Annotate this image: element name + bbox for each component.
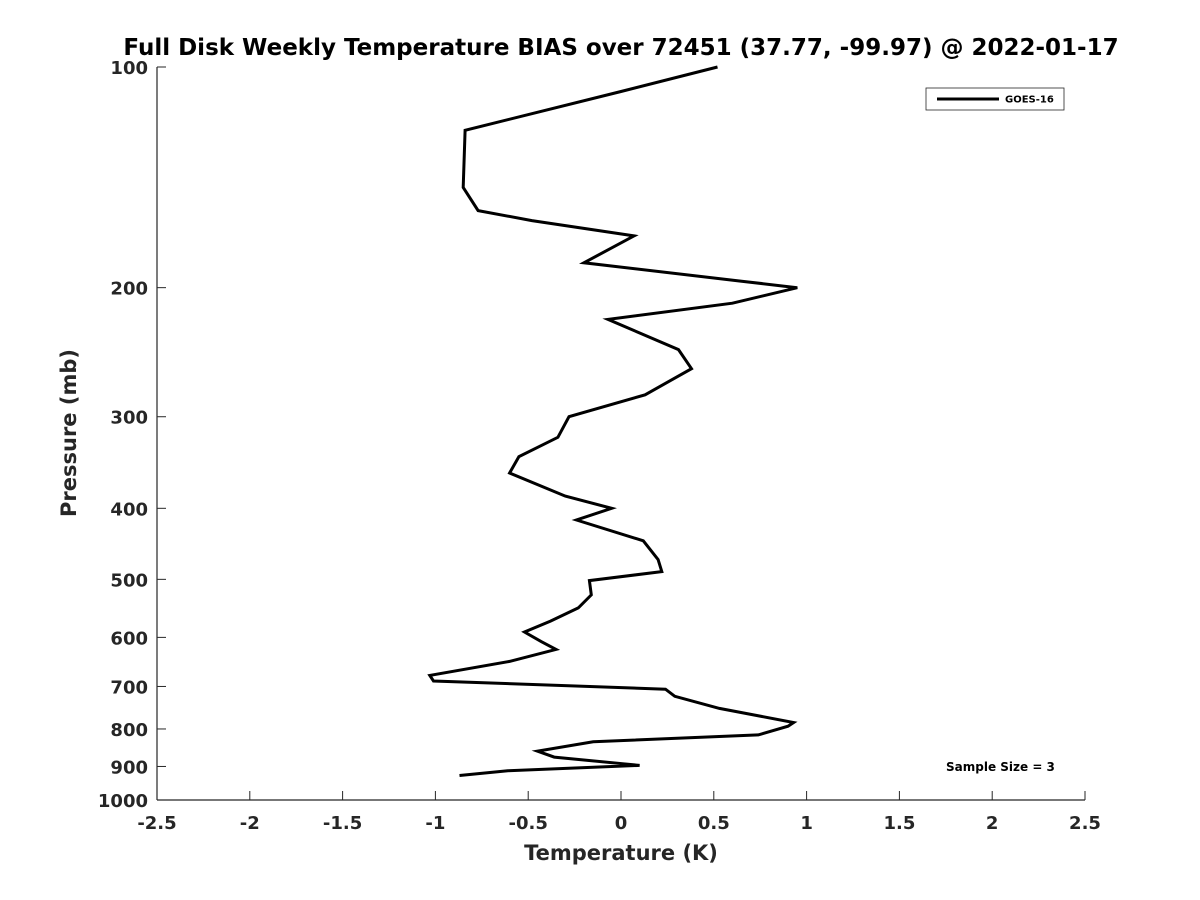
x-tick-label: -1 [425, 813, 445, 834]
y-tick-label: 900 [110, 757, 148, 778]
y-tick-label: 400 [110, 499, 148, 520]
x-axis-ticks: -2.5 -2 -1.5 -1 -0.5 0 0.5 1 1.5 2 2.5 [137, 791, 1101, 834]
series-line-goes-16 [427, 65, 798, 777]
x-tick-label: -0.5 [509, 813, 548, 834]
sample-size-annotation: Sample Size = 3 [946, 760, 1055, 774]
x-tick-label: 1 [800, 813, 813, 834]
legend-entry-goes-16: GOES-16 [1005, 95, 1054, 106]
plot-area [157, 67, 1085, 800]
y-tick-label: 1000 [98, 791, 148, 812]
x-tick-label: 0.5 [698, 813, 730, 834]
x-axis-label: Temperature (K) [524, 841, 718, 865]
legend: GOES-16 [925, 87, 1065, 111]
x-tick-label: 2.5 [1069, 813, 1101, 834]
x-tick-label: -1.5 [323, 813, 362, 834]
y-axis-ticks: 100 200 300 400 500 600 700 800 900 1000 [98, 58, 166, 812]
y-tick-label: 500 [110, 570, 148, 591]
x-tick-label: -2.5 [137, 813, 176, 834]
chart-title: Full Disk Weekly Temperature BIAS over 7… [123, 35, 1118, 61]
y-tick-label: 800 [110, 720, 148, 741]
x-tick-label: 0 [615, 813, 628, 834]
x-tick-label: 2 [986, 813, 999, 834]
y-tick-label: 200 [110, 279, 148, 300]
y-tick-label: 100 [110, 58, 148, 79]
y-axis-label: Pressure (mb) [57, 349, 81, 517]
y-tick-label: 600 [110, 628, 148, 649]
x-tick-label: -2 [240, 813, 260, 834]
x-tick-label: 1.5 [883, 813, 915, 834]
y-tick-label: 700 [110, 677, 148, 698]
y-tick-label: 300 [110, 408, 148, 429]
